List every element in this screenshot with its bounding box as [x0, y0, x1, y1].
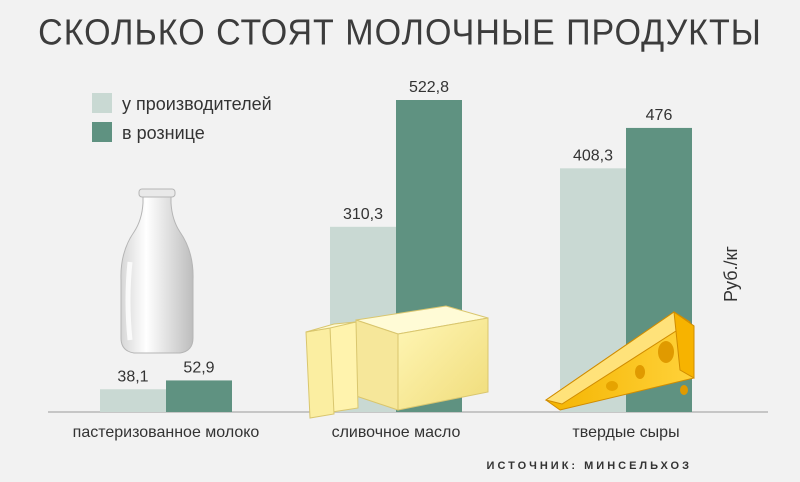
category-label-2: твердые сыры — [572, 424, 679, 441]
legend-label-producers: у производителей — [122, 94, 272, 114]
chart-title: СКОЛЬКО СТОЯТ МОЛОЧНЫЕ ПРОДУКТЫ — [38, 13, 762, 53]
data-label-retail-0: 52,9 — [183, 359, 214, 376]
bar-producers-0 — [100, 389, 166, 412]
bar-retail-0 — [166, 380, 232, 412]
butter-block-image — [305, 305, 489, 419]
data-label-retail-2: 476 — [646, 107, 673, 124]
milk-bottle-image — [120, 188, 194, 354]
data-label-retail-1: 522,8 — [409, 79, 449, 96]
legend-swatch-producers — [92, 93, 112, 113]
source-note: ИСТОЧНИК: МИНСЕЛЬХОЗ — [486, 460, 692, 472]
legend-label-retail: в рознице — [122, 123, 205, 143]
category-label-1: сливочное масло — [332, 424, 461, 441]
category-labels: пастеризованное молоко сливочное масло тве… — [73, 424, 680, 441]
category-label-0: пастеризованное молоко — [73, 424, 260, 441]
data-label-producers-0: 38,1 — [117, 368, 148, 385]
data-label-producers-2: 408,3 — [573, 147, 613, 164]
legend: у производителей в рознице — [92, 93, 272, 143]
y-axis-label: Руб./кг — [721, 246, 741, 302]
data-label-producers-1: 310,3 — [343, 206, 383, 223]
cheese-wedge-image — [544, 310, 695, 411]
legend-swatch-retail — [92, 122, 112, 142]
